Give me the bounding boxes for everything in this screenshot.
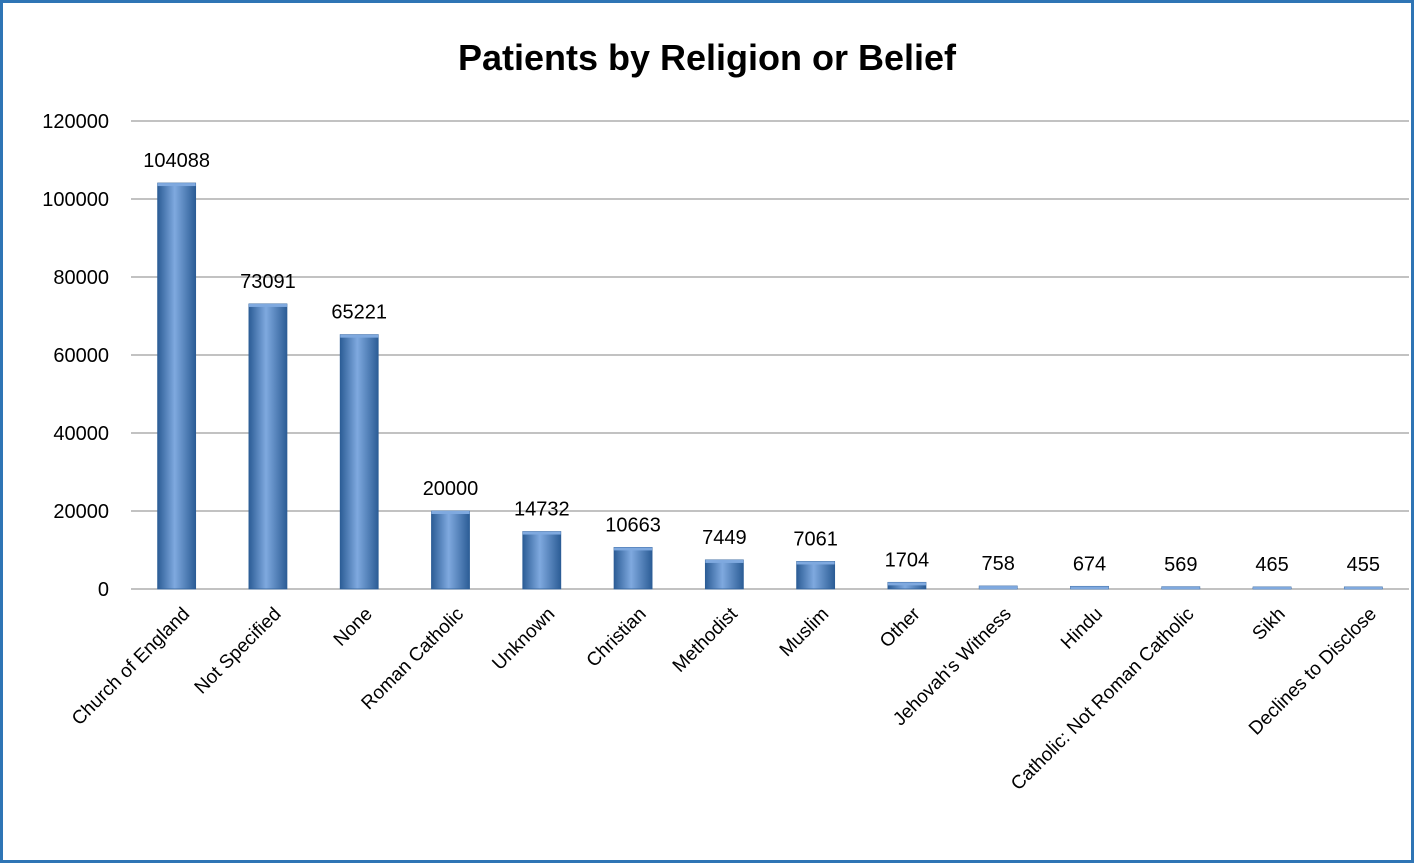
bar-cap bbox=[522, 531, 561, 535]
data-label: 7061 bbox=[793, 528, 838, 550]
x-tick-label: Catholic: Not Roman Catholic bbox=[1007, 604, 1198, 795]
bar-cap bbox=[1161, 586, 1200, 589]
y-tick-label: 0 bbox=[98, 579, 109, 601]
data-label: 73091 bbox=[240, 271, 296, 293]
y-tick-label: 100000 bbox=[42, 189, 109, 211]
y-tick-label: 40000 bbox=[53, 423, 109, 445]
plot-area: 0 20000 40000 60000 80000 100000 120000 104088… bbox=[42, 111, 1409, 795]
bar-cap bbox=[248, 303, 287, 307]
data-label: 465 bbox=[1255, 554, 1288, 576]
data-label: 14732 bbox=[514, 499, 570, 521]
x-tick-label: Unknown bbox=[488, 604, 559, 675]
y-tick-label: 60000 bbox=[53, 345, 109, 367]
x-tick-label: Methodist bbox=[669, 603, 743, 677]
x-tick-label: Sikh bbox=[1249, 604, 1290, 645]
y-tick-label: 80000 bbox=[53, 267, 109, 289]
bar bbox=[431, 510, 470, 590]
x-tick-label: Not Specified bbox=[191, 604, 286, 699]
bar bbox=[796, 561, 836, 590]
data-labels: 104088 73091 65221 20000 14732 10663 7449 7061 1… bbox=[143, 150, 1380, 576]
bar-cap bbox=[887, 582, 926, 586]
y-axis-ticks: 0 20000 40000 60000 80000 100000 120000 bbox=[42, 111, 109, 601]
data-label: 7449 bbox=[702, 527, 747, 549]
x-tick-label: Church of England bbox=[68, 604, 194, 730]
bar-cap bbox=[431, 511, 470, 514]
x-tick-label: Muslim bbox=[776, 604, 833, 661]
data-label: 20000 bbox=[423, 478, 479, 500]
x-tick-label: Other bbox=[876, 603, 925, 652]
bar bbox=[157, 182, 197, 590]
data-label: 455 bbox=[1347, 554, 1380, 576]
x-tick-label: Hindu bbox=[1057, 604, 1107, 654]
data-label: 65221 bbox=[331, 302, 387, 324]
bar-cap bbox=[1253, 587, 1292, 589]
data-label: 104088 bbox=[143, 150, 210, 172]
bar bbox=[704, 559, 744, 590]
grid-lines bbox=[131, 120, 1409, 590]
data-label: 569 bbox=[1164, 554, 1197, 576]
bar bbox=[339, 334, 379, 590]
bar bbox=[613, 547, 653, 590]
bars bbox=[157, 182, 1383, 590]
bar-cap bbox=[157, 183, 196, 187]
bar-cap bbox=[979, 586, 1018, 589]
bar bbox=[522, 531, 562, 590]
bar-cap bbox=[1344, 587, 1383, 589]
bar-cap bbox=[340, 334, 379, 338]
y-tick-label: 20000 bbox=[53, 501, 109, 523]
bar-cap bbox=[614, 547, 653, 551]
bar bbox=[248, 303, 288, 590]
y-tick-label: 120000 bbox=[42, 111, 109, 133]
data-label: 674 bbox=[1073, 553, 1106, 575]
data-label: 758 bbox=[982, 553, 1015, 575]
bar-cap bbox=[705, 559, 744, 563]
x-tick-label: None bbox=[330, 604, 377, 651]
data-label: 1704 bbox=[885, 549, 930, 571]
data-label: 10663 bbox=[605, 514, 661, 536]
chart-title: Patients by Religion or Belief bbox=[457, 37, 957, 78]
x-tick-label: Christian bbox=[583, 604, 651, 672]
bar-cap bbox=[796, 561, 835, 565]
bar-cap bbox=[1070, 586, 1109, 589]
